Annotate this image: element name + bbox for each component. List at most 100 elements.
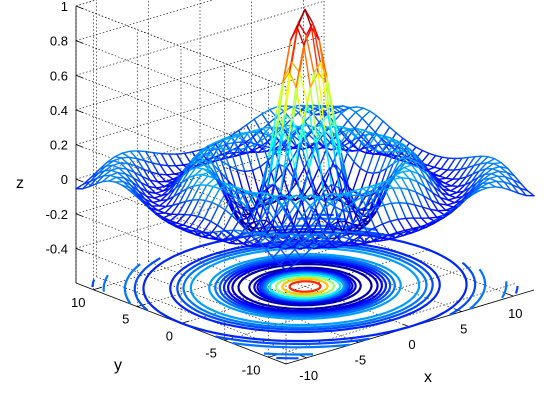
mesh-segment-608	[237, 220, 246, 230]
mesh-segment-218	[171, 202, 180, 207]
mesh-segment-308	[188, 231, 197, 236]
mesh-segment-1085	[303, 44, 312, 89]
mesh-segment-870	[265, 249, 274, 259]
mesh-surface	[75, 8, 535, 271]
mesh-segment-514	[224, 209, 233, 216]
mesh-segment-620	[244, 227, 253, 233]
mesh-segment-129	[151, 162, 161, 166]
mesh-segment-1769	[408, 142, 417, 148]
mesh-segment-47	[117, 171, 127, 175]
mesh-segment-68	[128, 156, 137, 167]
mesh-segment-1012	[290, 208, 299, 223]
mesh-segment-311	[189, 215, 199, 228]
contour-line-7-0	[222, 258, 388, 315]
mesh-segment-711	[250, 222, 260, 237]
mesh-segment-2038	[473, 155, 483, 167]
mesh-segment-1938	[437, 209, 447, 212]
mesh-segment-145	[154, 190, 164, 194]
mesh-segment-49	[118, 167, 128, 170]
mesh-segment-1952	[445, 169, 455, 179]
mesh-segment-1027	[298, 71, 309, 105]
mesh-segment-853	[282, 132, 292, 144]
mesh-segment-1658	[375, 204, 385, 209]
mesh-segment-1775	[397, 218, 406, 232]
mesh-segment-87	[136, 157, 146, 162]
mesh-segment-897	[281, 71, 291, 131]
mesh-segment-52	[120, 157, 129, 165]
mesh-segment-943	[279, 215, 289, 230]
mesh-segment-607	[236, 227, 246, 241]
mesh-segment-445	[220, 160, 230, 167]
mesh-segment-1029	[300, 142, 310, 171]
mesh-segment-247	[177, 200, 187, 216]
mesh-segment-323	[196, 159, 206, 163]
contour-line-2-0	[253, 268, 357, 305]
mesh-segment-2068	[486, 157, 496, 164]
mesh-segment-1217	[322, 167, 331, 180]
mesh-segment-649	[261, 108, 271, 115]
mesh-segment-536	[237, 149, 246, 173]
mesh-segment-1325	[331, 136, 340, 189]
contour-line-22-0	[208, 253, 402, 320]
mesh-segment-1736	[388, 231, 398, 236]
mesh-segment-709	[249, 241, 259, 247]
mesh-segment-898	[282, 71, 291, 83]
mesh-segment-102	[141, 175, 150, 188]
mesh-segment-931	[272, 248, 282, 259]
mesh-segment-1656	[374, 223, 384, 229]
mesh-segment-2083	[495, 180, 504, 189]
mesh-segment-280	[185, 199, 194, 203]
mesh-segment-1353	[348, 107, 357, 113]
mesh-segment-1722	[396, 140, 406, 151]
mesh-segment-2070	[486, 186, 496, 189]
mesh-segment-1140	[304, 220, 315, 233]
z-axis-label: z	[16, 175, 24, 192]
mesh-segment-1367	[331, 200, 340, 216]
mesh-segment-568	[235, 204, 244, 210]
mesh-segment-1697	[381, 223, 390, 236]
mesh-segment-640	[256, 132, 265, 145]
mesh-segment-817	[261, 235, 271, 243]
mesh-segment-1430	[343, 232, 353, 237]
mesh-segment-1970	[448, 191, 458, 197]
mesh-segment-889	[276, 214, 286, 232]
mesh-segment-207	[174, 164, 185, 167]
mesh-segment-1344	[342, 131, 352, 143]
mesh-segment-2054	[479, 155, 489, 165]
z-grid-right-4	[75, 35, 325, 111]
mesh-segment-1088	[304, 8, 314, 24]
mesh-segment-123	[148, 185, 158, 189]
mesh-segment-215	[169, 213, 179, 222]
mesh-segment-599	[253, 113, 263, 120]
mesh-segment-217	[170, 202, 180, 215]
mesh-segment-1117	[322, 108, 331, 113]
mesh-segment-2072	[487, 180, 498, 184]
mesh-segment-972	[297, 148, 306, 169]
mesh-segment-1377	[337, 220, 346, 237]
mesh-segment-488	[228, 165, 237, 189]
mesh-segment-793	[273, 173, 284, 185]
mesh-segment-130	[152, 151, 161, 166]
mesh-segment-391	[205, 177, 216, 186]
mesh-segment-2062	[482, 172, 492, 181]
mesh-segment-1912	[430, 199, 440, 205]
mesh-segment-444	[220, 160, 229, 182]
mesh-segment-1057	[286, 256, 295, 266]
mesh-segment-1844	[411, 226, 421, 230]
mesh-segment-1869	[427, 164, 436, 169]
mesh-segment-1392	[345, 161, 355, 186]
mesh-segment-122	[148, 185, 157, 194]
z-grid-right-5	[75, 0, 325, 76]
mesh-segment-188	[164, 212, 173, 215]
mesh-segment-1954	[446, 157, 456, 171]
mesh-segment-1221	[324, 182, 333, 195]
mesh-segment-148	[156, 181, 165, 188]
mesh-segment-118	[145, 195, 154, 204]
mesh-segment-1461	[362, 107, 371, 112]
mesh-segment-2103	[512, 179, 521, 189]
mesh-segment-1520	[352, 216, 362, 225]
mesh-segment-1994	[456, 184, 466, 194]
mesh-segment-285	[187, 166, 197, 179]
mesh-segment-992	[278, 264, 287, 271]
